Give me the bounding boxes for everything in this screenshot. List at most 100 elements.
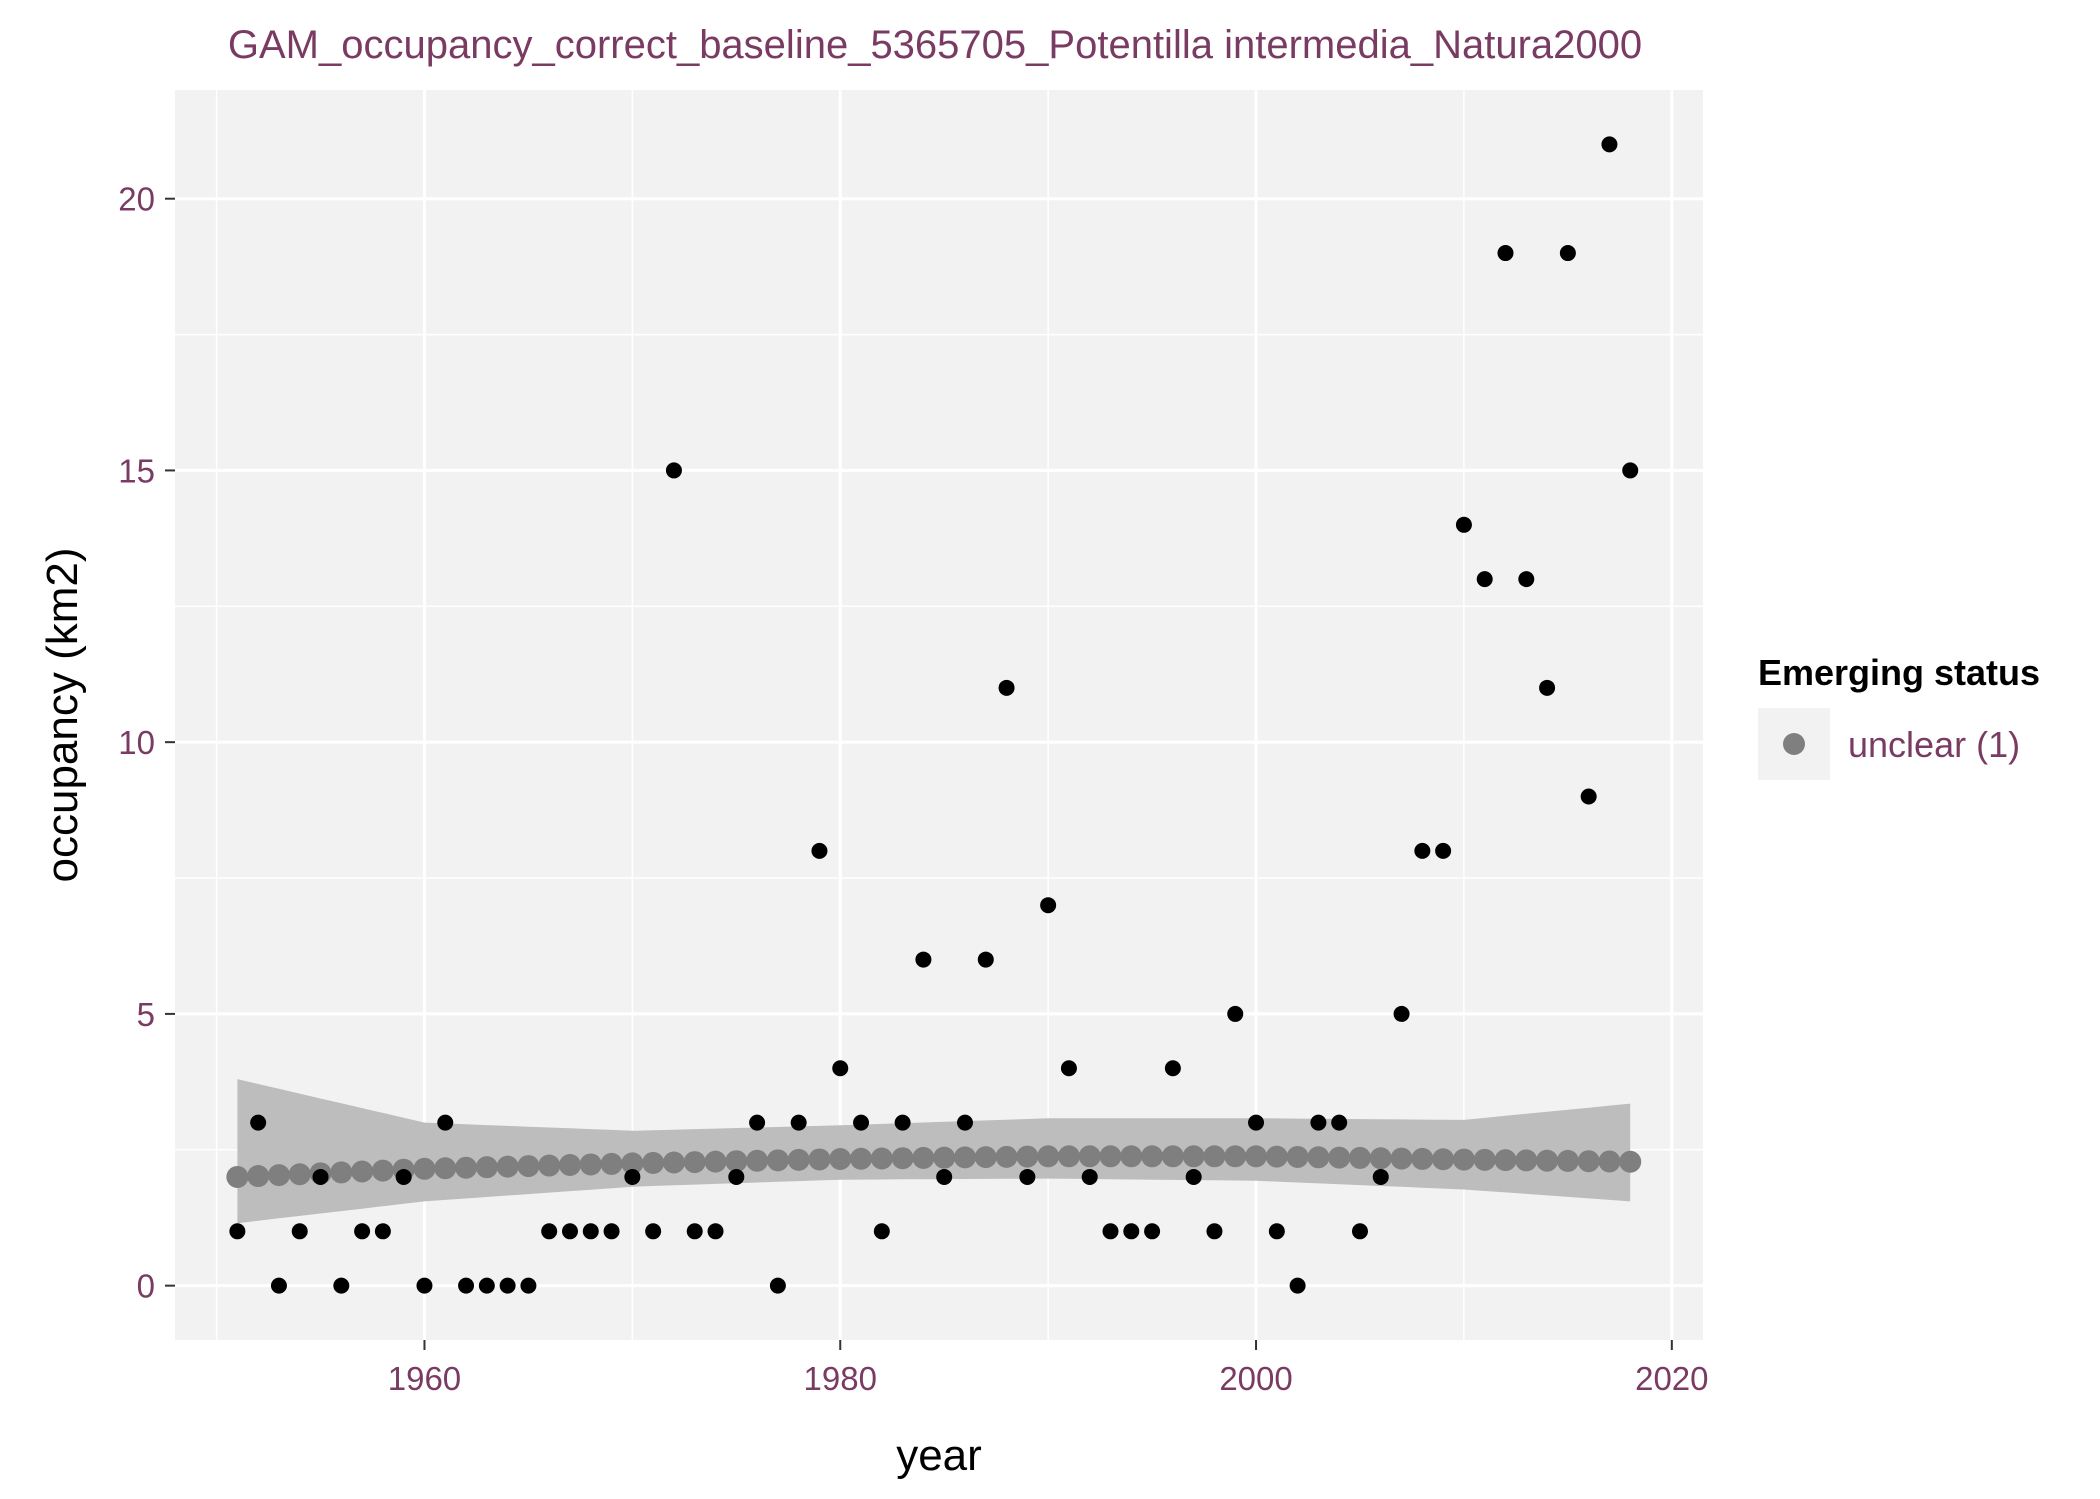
fitted-point [995,1145,1018,1168]
observed-point [1539,679,1556,696]
fitted-point [1473,1148,1496,1171]
fitted-point [974,1146,997,1169]
fitted-point [538,1154,561,1177]
observed-point [1206,1223,1223,1240]
chart-title: GAM_occupancy_correct_baseline_5365705_P… [228,23,1642,67]
fitted-point [1348,1146,1371,1169]
observed-point [853,1114,870,1131]
observed-point [520,1277,537,1294]
fitted-point [912,1146,935,1169]
observed-point [811,842,828,859]
fitted-point [1432,1148,1455,1171]
observed-point [582,1223,599,1240]
observed-point [832,1060,849,1077]
observed-point [769,1277,786,1294]
fitted-point [1057,1145,1080,1168]
fitted-point [642,1151,665,1174]
y-tick-label: 0 [137,1268,155,1305]
fitted-point [247,1165,270,1188]
legend-marker-unclear [1783,733,1805,755]
fitted-point [267,1164,290,1187]
observed-point [270,1277,287,1294]
observed-point [603,1223,620,1240]
fitted-point [808,1148,831,1171]
observed-point [1019,1168,1036,1185]
fitted-point [1619,1150,1642,1173]
fitted-point [953,1146,976,1169]
fitted-point [1161,1145,1184,1168]
fitted-series [226,1145,1642,1188]
observed-point [894,1114,911,1131]
y-tick-label: 20 [118,181,155,218]
observed-series [229,136,1639,1294]
fitted-point [1120,1145,1143,1168]
fitted-point [829,1148,852,1171]
observed-point [354,1223,371,1240]
observed-point [1622,462,1639,479]
fitted-point [621,1152,644,1175]
observed-point [395,1168,412,1185]
observed-point [1164,1060,1181,1077]
observed-point [1435,842,1452,859]
grid-minor [175,90,1703,1340]
fitted-point [1598,1150,1621,1173]
fitted-point [746,1149,769,1172]
observed-point [1497,245,1514,262]
observed-point [1414,842,1431,859]
observed-point [1268,1223,1285,1240]
observed-point [374,1223,391,1240]
observed-point [645,1223,662,1240]
observed-point [977,951,994,968]
observed-point [416,1277,433,1294]
fitted-point [351,1160,374,1183]
fitted-point [1203,1145,1226,1168]
observed-point [1060,1060,1077,1077]
observed-point [437,1114,454,1131]
fitted-point [1286,1145,1309,1168]
x-tick-label: 2000 [1219,1360,1292,1397]
fitted-point [1016,1145,1039,1168]
fitted-point [891,1147,914,1170]
fitted-point [1536,1149,1559,1172]
observed-point [1559,245,1576,262]
fitted-point [1494,1149,1517,1172]
observed-point [312,1168,329,1185]
observed-point [1040,897,1057,914]
y-tick-label: 15 [118,452,155,489]
observed-point [1372,1168,1389,1185]
observed-point [1393,1005,1410,1022]
observed-point [478,1277,495,1294]
fitted-point [1390,1147,1413,1170]
observed-point [541,1223,558,1240]
fitted-point [600,1152,623,1175]
observed-point [728,1168,745,1185]
fitted-point [725,1150,748,1173]
observed-point [1580,788,1597,805]
fitted-point [558,1154,581,1176]
fitted-point [226,1165,249,1188]
fitted-point [1224,1145,1247,1168]
observed-point [1331,1114,1348,1131]
observed-point [250,1114,267,1131]
observed-point [333,1277,350,1294]
observed-point [665,462,682,479]
fitted-point [933,1146,956,1169]
fitted-point [1411,1147,1434,1170]
legend-title: Emerging status [1758,652,2040,693]
fitted-point [1265,1145,1288,1168]
legend-label-unclear: unclear (1) [1848,724,2020,765]
x-axis-title: year [896,1431,982,1480]
fitted-point [1328,1146,1351,1169]
fitted-point [704,1150,727,1173]
fitted-point [683,1151,706,1174]
observed-point [998,679,1015,696]
observed-point [1476,571,1493,588]
observed-point [936,1168,953,1185]
observed-point [499,1277,516,1294]
observed-point [561,1223,578,1240]
observed-point [458,1277,475,1294]
observed-point [1601,136,1618,153]
y-axis-title: occupancy (km2) [38,547,87,882]
observed-point [1455,516,1472,533]
